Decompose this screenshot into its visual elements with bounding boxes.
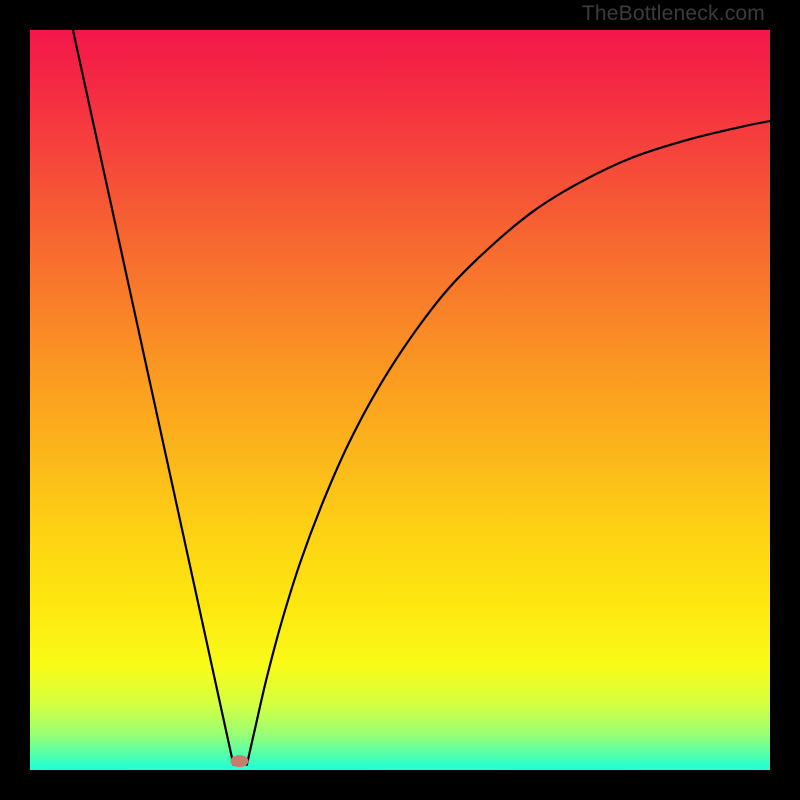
curve-right-segment (247, 121, 770, 765)
watermark-text: TheBottleneck.com (582, 2, 765, 26)
optimum-marker (230, 755, 248, 767)
curve-left-segment (73, 30, 234, 765)
curve-layer (30, 30, 770, 770)
plot-area (30, 30, 770, 770)
chart-container: TheBottleneck.com (0, 0, 800, 800)
